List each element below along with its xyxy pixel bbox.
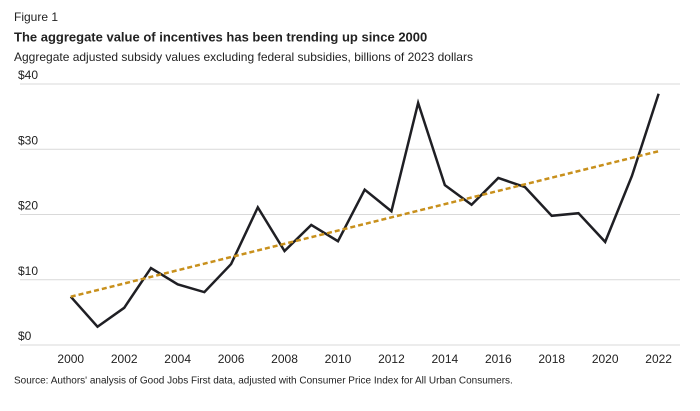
figure-label: Figure 1	[14, 10, 58, 24]
y-tick-label: $10	[18, 264, 38, 278]
chart-subtitle: Aggregate adjusted subsidy values exclud…	[14, 50, 473, 64]
x-tick-label: 2002	[111, 352, 138, 366]
x-tick-label: 2006	[218, 352, 245, 366]
source-note: Source: Authors' analysis of Good Jobs F…	[14, 376, 513, 387]
y-tick-label: $20	[18, 199, 38, 213]
chart-title: The aggregate value of incentives has be…	[14, 29, 427, 44]
y-tick-label: $0	[18, 329, 32, 343]
x-tick-label: 2012	[378, 352, 405, 366]
x-tick-label: 2020	[592, 352, 619, 366]
y-tick-label: $40	[18, 68, 38, 82]
x-tick-label: 2016	[485, 352, 512, 366]
x-tick-label: 2018	[538, 352, 565, 366]
y-tick-label: $30	[18, 133, 38, 147]
x-tick-label: 2000	[57, 352, 84, 366]
x-tick-label: 2014	[432, 352, 459, 366]
x-tick-label: 2022	[645, 352, 672, 366]
trend-line	[70, 149, 659, 298]
x-tick-label: 2008	[271, 352, 298, 366]
x-tick-label: 2010	[325, 352, 352, 366]
x-tick-label: 2004	[164, 352, 191, 366]
data-line	[69, 93, 660, 329]
